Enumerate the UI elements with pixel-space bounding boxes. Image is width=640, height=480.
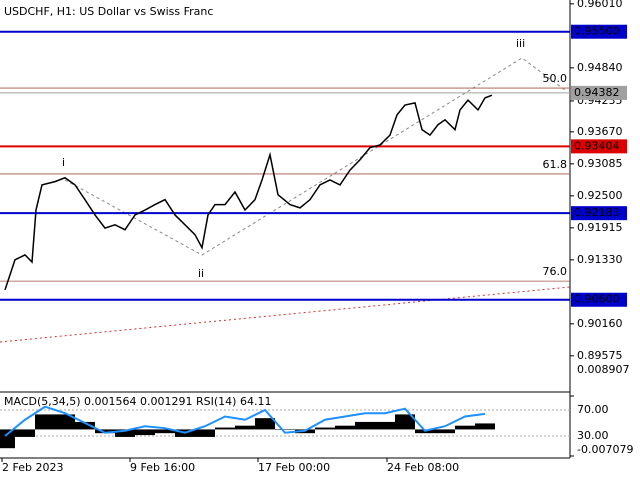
price-box-label: 0.95500 [574,25,620,38]
wave-label: iii [516,37,525,50]
price-box [571,85,627,100]
macd-bar [275,429,295,430]
y-tick-label: 0.93670 [577,125,623,138]
y-tick-label: 0.94840 [577,61,623,74]
macd-bar [235,425,255,430]
y-tick-label: 0.89575 [577,349,623,362]
macd-bar [355,421,375,430]
x-tick-label: 24 Feb 08:00 [387,461,459,474]
y-tick-label: 0.91915 [577,221,623,234]
y-tick-label: 0.93085 [577,157,623,170]
macd-bar [95,429,115,434]
price-box-label: 0.92183 [574,206,620,219]
macd-bar [155,429,175,434]
trend-line [0,286,571,343]
macd-bar [375,421,395,430]
indicator-title: MACD(5,34,5) 0.001564 0.001291 RSI(14) 6… [4,395,271,408]
macd-bar [15,429,35,437]
price-line [4,94,493,291]
price-box [571,206,627,221]
macd-bar [335,425,355,430]
x-tick-label: 17 Feb 00:00 [258,461,330,474]
macd-bar [35,414,55,430]
price-box [571,292,627,307]
y-tick-label: 0.92500 [577,189,623,202]
y-tick-label: -0.007079 [577,443,633,456]
fib-label: 50.0 [543,72,568,85]
price-box-label: 0.94382 [574,86,620,99]
wave-label: i [62,156,65,169]
fib-label: 61.8 [543,158,568,171]
price-box-label: 0.90600 [574,293,620,306]
y2-tick-label: 70.00 [577,403,609,416]
wave-label: ii [198,267,204,280]
macd-bar [115,429,135,437]
macd-bar [255,418,275,430]
y-tick-label: 0.008907 [577,363,630,376]
y-tick-label: 0.90160 [577,317,623,330]
x-tick-label: 9 Feb 16:00 [130,461,195,474]
macd-bar [455,425,475,430]
price-box-label: 0.93404 [574,139,620,152]
y-tick-label: 0.91330 [577,253,623,266]
x-tick-label: 2 Feb 2023 [2,461,63,474]
macd-bar [135,429,155,436]
macd-bar [475,423,495,430]
macd-bar [435,429,455,434]
y-tick-label: 0.96010 [577,0,623,10]
macd-bar [215,427,235,430]
price-box [571,139,627,154]
macd-bar [315,427,335,430]
y2-tick-label: 30.00 [577,429,609,442]
chart-title: USDCHF, H1: US Dollar vs Swiss Franc [4,5,213,18]
macd-bar [0,429,15,449]
macd-bar [195,429,215,437]
price-box [571,24,627,39]
macd-bar [75,421,95,430]
macd-bar [55,414,75,430]
fib-label: 76.0 [543,265,568,278]
rsi-line [4,405,486,437]
macd-bar [395,414,415,430]
